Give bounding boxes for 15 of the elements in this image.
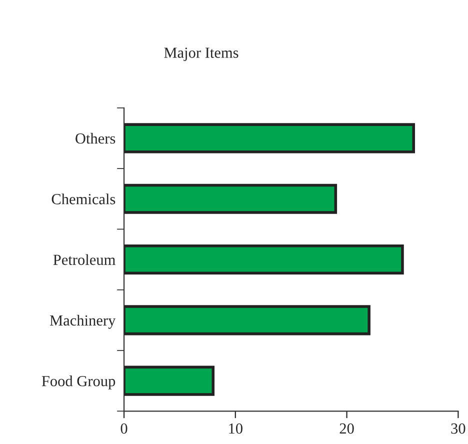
x-tick-label: 20 — [340, 423, 354, 434]
bar — [124, 123, 416, 154]
x-tick-label: 30 — [451, 423, 466, 434]
y-tick-label: Machinery — [50, 314, 116, 329]
x-tick-label: 0 — [120, 423, 128, 434]
bar — [124, 184, 338, 214]
y-tick-label: Food Group — [42, 376, 116, 390]
y-tick-label: Chemicals — [52, 194, 116, 204]
chart-title: Major Items — [164, 48, 238, 61]
y-tick-label: Petroleum — [53, 254, 116, 265]
bar — [124, 305, 370, 336]
bar — [124, 366, 215, 396]
bar — [124, 244, 404, 275]
y-tick-label: Others — [76, 132, 116, 144]
x-tick-label: 10 — [229, 423, 242, 434]
